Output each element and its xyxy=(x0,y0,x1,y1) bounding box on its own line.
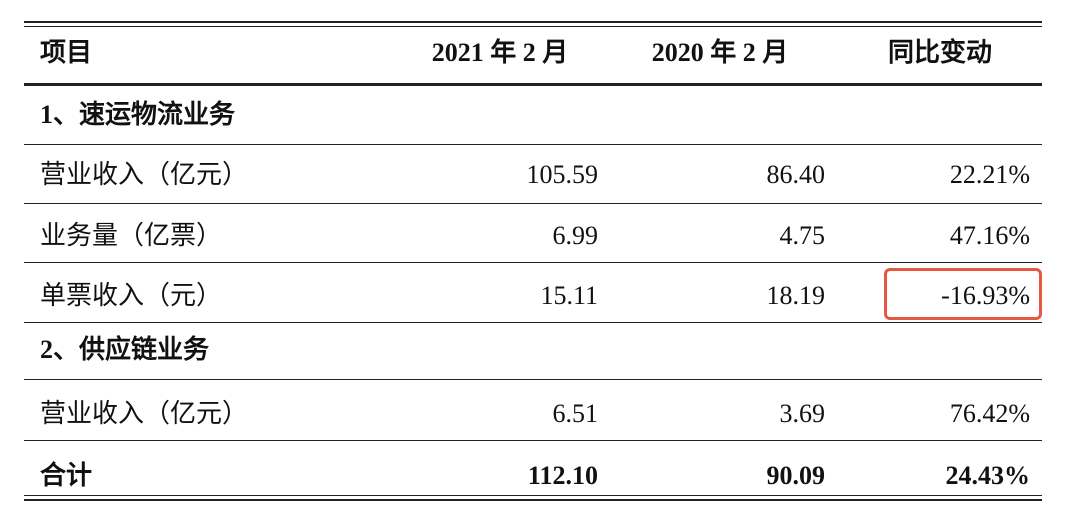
table-cell: 105.59 xyxy=(526,160,599,189)
table-cell: 4.75 xyxy=(779,221,826,250)
table-cell: -16.93% xyxy=(941,281,1030,310)
rule xyxy=(24,21,1042,23)
rule xyxy=(24,83,1042,86)
table-cell: 3.69 xyxy=(779,399,826,428)
rule xyxy=(24,26,1042,27)
table-cell: 单票收入（元） xyxy=(40,281,223,310)
section-title: 2、供应链业务 xyxy=(40,335,210,364)
table-cell: 6.99 xyxy=(552,221,599,250)
highlight-box xyxy=(884,268,1042,320)
table-cell: 22.21% xyxy=(949,160,1030,189)
rule xyxy=(24,379,1042,380)
table-cell: 76.42% xyxy=(949,399,1030,428)
rule xyxy=(24,262,1042,263)
table-cell: 营业收入（亿元） xyxy=(40,399,249,428)
table-cell: 18.19 xyxy=(766,281,826,310)
header-cell: 2020 年 2 月 xyxy=(651,38,789,67)
table-cell: 6.51 xyxy=(552,399,599,428)
table-cell: 90.09 xyxy=(766,461,826,490)
section-title: 1、速运物流业务 xyxy=(40,100,236,129)
table-cell: 86.40 xyxy=(766,160,826,189)
rule xyxy=(24,322,1042,323)
rule xyxy=(24,144,1042,145)
table-cell: 112.10 xyxy=(527,461,598,490)
table-cell: 业务量（亿票） xyxy=(40,221,223,250)
rule xyxy=(24,495,1042,496)
table-cell: 24.43% xyxy=(945,461,1031,490)
rule xyxy=(24,499,1042,501)
table-cell: 合计 xyxy=(40,461,93,490)
rule xyxy=(24,203,1042,204)
table-cell: 47.16% xyxy=(949,221,1030,250)
rule xyxy=(24,440,1042,441)
header-cell: 2021 年 2 月 xyxy=(431,38,569,67)
table-cell: 营业收入（亿元） xyxy=(40,160,249,189)
header-cell: 项目 xyxy=(40,38,93,67)
table-cell: 15.11 xyxy=(540,281,598,310)
header-cell: 同比变动 xyxy=(887,38,993,67)
